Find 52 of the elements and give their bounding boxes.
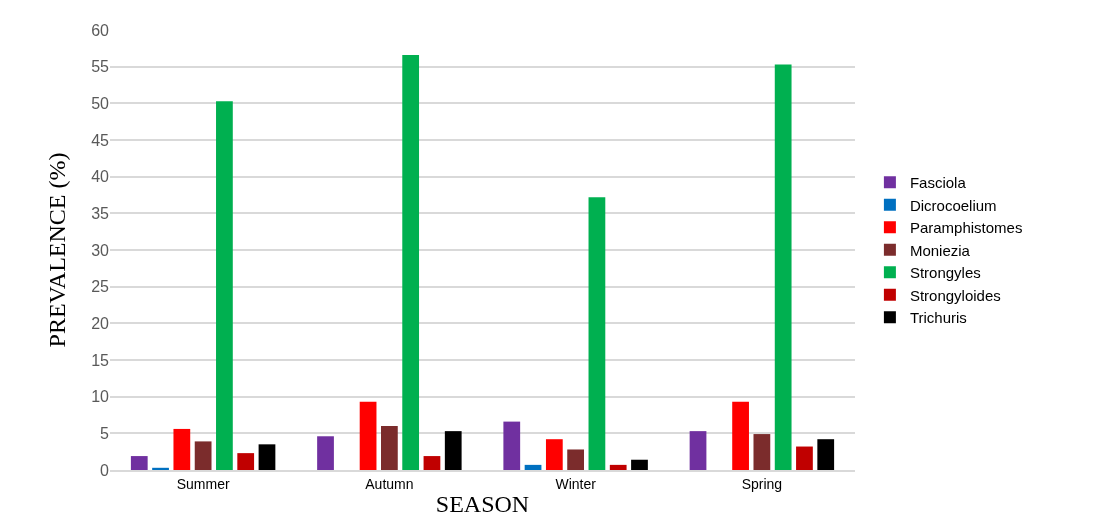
bar [258, 444, 276, 470]
legend-label: Strongyloides [909, 286, 1001, 304]
legend-label: Trichuris [909, 309, 967, 327]
legend-label: Strongyles [909, 264, 981, 282]
bar [689, 431, 707, 470]
y-tick-label: 60 [91, 21, 110, 39]
legend-label: Moniezia [909, 241, 971, 259]
bar [237, 453, 255, 470]
bar [545, 439, 563, 470]
x-tick-label: Autumn [365, 475, 414, 492]
bar [503, 421, 521, 470]
x-tick-label: Winter [555, 475, 597, 492]
y-tick-label: 50 [91, 94, 110, 112]
bar [732, 401, 749, 470]
y-tick-label: 15 [91, 351, 110, 369]
bar [774, 64, 792, 470]
bar [567, 449, 585, 470]
y-tick-label: 0 [100, 461, 110, 479]
bar [216, 101, 233, 470]
bar [588, 197, 606, 470]
y-tick-label: 5 [100, 424, 110, 442]
bar [817, 439, 835, 470]
y-tick-label: 55 [91, 58, 110, 76]
bar [796, 446, 813, 470]
legend-label: Fasciola [909, 174, 967, 192]
bar [152, 467, 169, 470]
y-tick-label: 25 [91, 278, 110, 296]
bar [317, 436, 334, 470]
y-tick-label: 35 [91, 204, 110, 222]
x-axis-title: SEASON [435, 490, 530, 517]
bar [380, 426, 398, 470]
bar [130, 456, 148, 470]
y-tick-label: 45 [91, 131, 110, 149]
legend-label: Paramphistomes [909, 219, 1023, 237]
bar [359, 401, 377, 470]
bar [753, 434, 771, 470]
y-tick-label: 30 [91, 241, 110, 259]
y-tick-label: 20 [91, 314, 110, 332]
bar [423, 456, 441, 470]
bar [609, 464, 627, 470]
bar [444, 431, 462, 470]
bar [402, 54, 420, 470]
bar [173, 428, 191, 470]
bar [194, 441, 212, 470]
y-axis-title: PREVALENCE (%) [44, 152, 71, 348]
x-tick-label: Spring [741, 475, 783, 492]
y-tick-label: 10 [91, 388, 110, 406]
bar [524, 464, 542, 470]
x-tick-label: Summer [176, 475, 230, 492]
legend-label: Dicrocoelium [909, 196, 997, 214]
bar [631, 459, 648, 470]
y-tick-label: 40 [91, 168, 110, 186]
